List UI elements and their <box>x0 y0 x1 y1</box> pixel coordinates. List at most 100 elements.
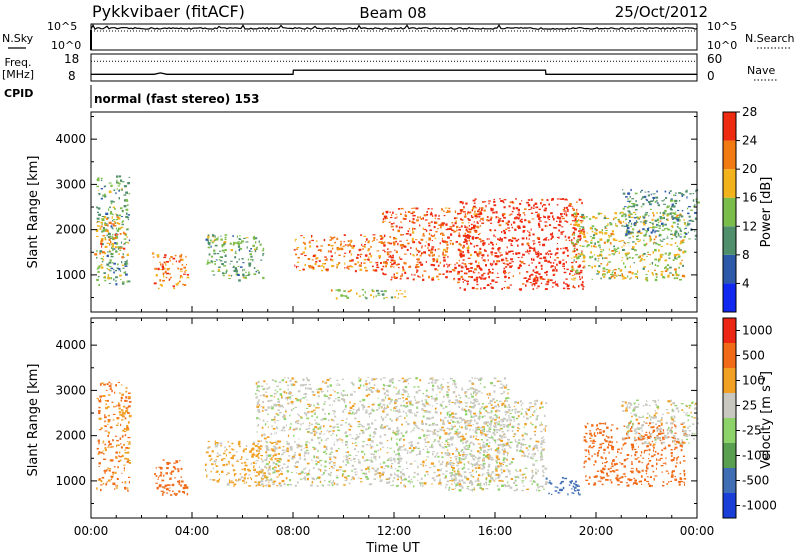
power-data-cell <box>233 269 237 272</box>
power-data-cell <box>531 262 533 264</box>
velocity-data-cell <box>332 462 336 464</box>
power-data-cell <box>610 273 613 276</box>
velocity-data-cell <box>384 406 386 409</box>
velocity-data-cell <box>118 407 121 410</box>
velocity-data-cell <box>161 493 164 496</box>
velocity-data-cell <box>307 411 310 413</box>
power-data-cell <box>420 263 424 266</box>
power-data-cell <box>392 211 394 214</box>
power-data-cell <box>614 216 618 219</box>
power-data-cell <box>636 235 639 237</box>
power-data-cell <box>392 254 394 257</box>
velocity-data-cell <box>289 398 292 400</box>
power-data-cell <box>324 262 327 265</box>
velocity-data-cell <box>503 457 506 460</box>
power-data-cell <box>656 190 658 193</box>
velocity-data-cell <box>447 433 450 436</box>
velocity-data-cell <box>279 388 282 390</box>
power-data-cell <box>311 235 313 238</box>
power-data-cell <box>487 220 490 222</box>
velocity-data-cell <box>413 396 416 399</box>
velocity-data-cell <box>367 387 370 390</box>
velocity-data-cell <box>216 465 219 467</box>
velocity-data-cell <box>333 455 336 458</box>
power-data-cell <box>517 238 520 241</box>
velocity-data-cell <box>430 395 433 397</box>
velocity-data-cell <box>348 410 352 412</box>
velocity-data-cell <box>274 450 276 453</box>
velocity-data-cell <box>433 465 436 468</box>
velocity-data-cell <box>234 473 237 475</box>
power-data-cell <box>463 263 466 265</box>
power-data-cell <box>609 223 613 226</box>
power-data-cell <box>556 285 559 287</box>
power-data-cell <box>252 244 255 247</box>
power-data-cell <box>446 243 449 246</box>
power-data-cell <box>542 278 546 280</box>
power-data-cell <box>576 240 578 242</box>
power-data-cell <box>438 273 442 275</box>
power-data-cell <box>378 257 381 259</box>
power-data-cell <box>528 231 531 233</box>
power-data-cell <box>593 245 596 248</box>
velocity-data-cell <box>370 445 374 448</box>
power-data-cell <box>394 277 397 279</box>
velocity-data-cell <box>324 469 326 472</box>
power-data-cell <box>600 251 603 253</box>
power-data-cell <box>115 251 118 253</box>
power-data-cell <box>432 259 435 262</box>
velocity-data-cell <box>450 460 452 462</box>
velocity-data-cell <box>248 485 251 487</box>
velocity-data-cell <box>367 438 371 441</box>
power-data-cell <box>631 248 635 250</box>
power-data-cell <box>421 252 424 255</box>
power-data-cell <box>543 215 545 217</box>
power-data-cell <box>424 219 428 221</box>
velocity-data-cell <box>238 440 241 443</box>
power-data-cell <box>656 202 659 204</box>
velocity-data-cell <box>233 474 236 477</box>
velocity-data-cell <box>326 437 329 440</box>
velocity-data-cell <box>287 459 290 462</box>
velocity-data-cell <box>506 430 509 432</box>
power-data-cell <box>465 243 468 245</box>
power-data-cell <box>118 268 121 271</box>
power-colorbar-tick-label: 8 <box>742 248 750 262</box>
velocity-data-cell <box>438 443 442 445</box>
power-data-cell <box>546 274 548 276</box>
power-data-cell <box>110 202 113 205</box>
power-data-cell <box>544 259 548 262</box>
velocity-data-cell <box>482 444 485 447</box>
power-data-cell <box>590 251 592 254</box>
velocity-data-cell <box>252 461 256 464</box>
velocity-data-cell <box>241 456 243 459</box>
velocity-data-cell <box>435 397 438 400</box>
power-data-cell <box>461 262 464 264</box>
power-data-cell <box>500 200 503 202</box>
velocity-data-cell <box>308 442 311 444</box>
power-data-cell <box>378 242 380 243</box>
power-colorbar-tick-label: 28 <box>742 105 757 119</box>
power-data-cell <box>533 247 536 250</box>
velocity-data-cell <box>256 425 259 427</box>
power-data-cell <box>582 255 586 258</box>
power-data-cell <box>302 241 305 244</box>
power-data-cell <box>550 266 553 268</box>
power-data-cell <box>473 278 476 282</box>
velocity-data-cell <box>481 392 483 394</box>
power-data-cell <box>302 268 305 271</box>
power-data-cell <box>597 260 600 262</box>
power-data-cell <box>294 264 296 267</box>
velocity-data-cell <box>265 479 268 482</box>
power-data-cell <box>104 252 106 255</box>
velocity-data-cell <box>294 484 297 487</box>
velocity-data-cell <box>226 474 228 476</box>
power-data-cell <box>454 222 457 225</box>
power-data-cell <box>234 252 237 254</box>
power-data-cell <box>445 254 447 256</box>
power-data-cell <box>680 241 683 244</box>
power-data-cell <box>545 270 548 273</box>
velocity-data-cell <box>490 382 493 385</box>
velocity-data-cell <box>340 392 342 395</box>
velocity-data-cell <box>178 483 180 485</box>
